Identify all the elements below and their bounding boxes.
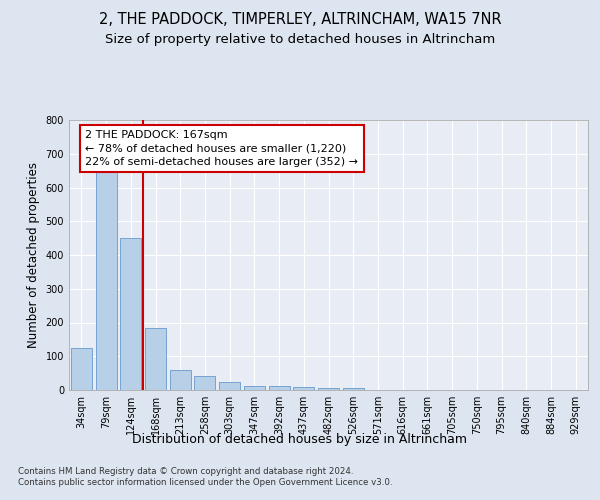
Bar: [244, 386, 265, 390]
Bar: [269, 386, 290, 390]
Text: Contains HM Land Registry data © Crown copyright and database right 2024.
Contai: Contains HM Land Registry data © Crown c…: [18, 468, 392, 487]
Y-axis label: Number of detached properties: Number of detached properties: [27, 162, 40, 348]
Bar: [219, 382, 240, 390]
Text: Size of property relative to detached houses in Altrincham: Size of property relative to detached ho…: [105, 32, 495, 46]
Bar: [145, 328, 166, 390]
Text: 2 THE PADDOCK: 167sqm
← 78% of detached houses are smaller (1,220)
22% of semi-d: 2 THE PADDOCK: 167sqm ← 78% of detached …: [85, 130, 358, 166]
Bar: [71, 348, 92, 390]
Bar: [318, 388, 339, 390]
Text: Distribution of detached houses by size in Altrincham: Distribution of detached houses by size …: [133, 432, 467, 446]
Bar: [293, 386, 314, 390]
Text: 2, THE PADDOCK, TIMPERLEY, ALTRINCHAM, WA15 7NR: 2, THE PADDOCK, TIMPERLEY, ALTRINCHAM, W…: [98, 12, 502, 28]
Bar: [95, 169, 116, 390]
Bar: [194, 376, 215, 390]
Bar: [170, 370, 191, 390]
Bar: [120, 238, 141, 390]
Bar: [343, 388, 364, 390]
